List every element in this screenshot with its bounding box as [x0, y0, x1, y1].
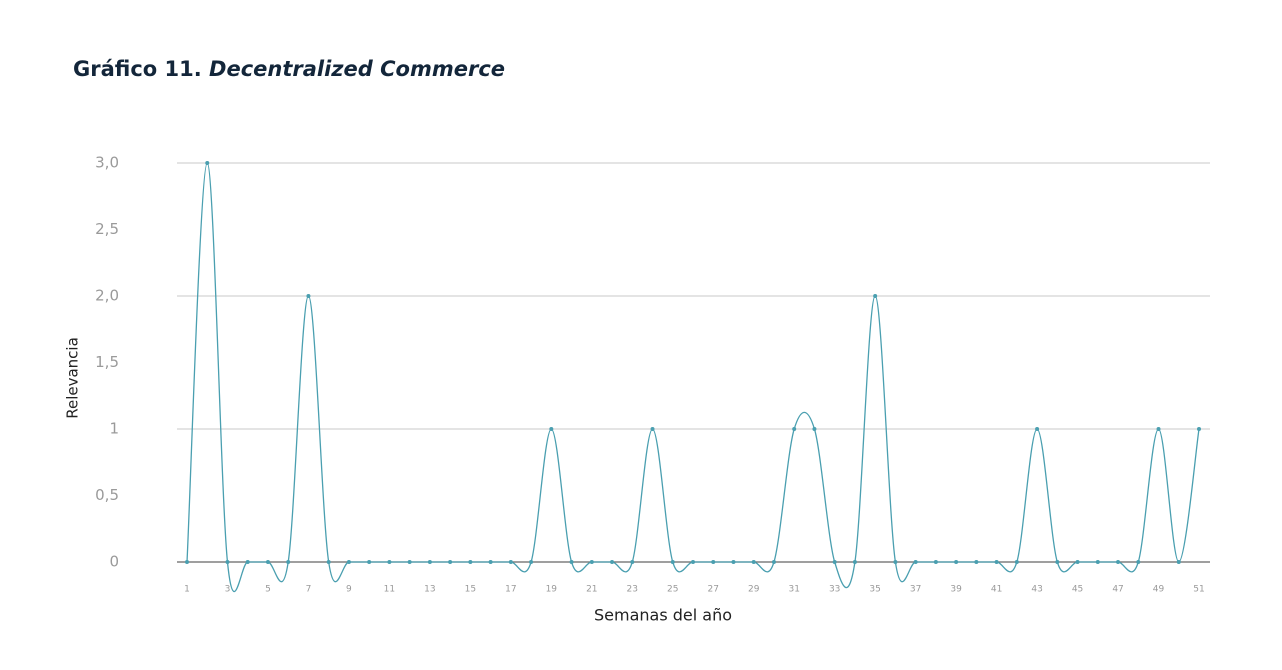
data-point [670, 560, 675, 564]
data-point [731, 560, 736, 564]
y-tick-label: 1,5 [95, 353, 119, 371]
data-point [893, 560, 898, 564]
x-tick-label: 43 [1031, 585, 1042, 595]
y-tick-label: 2,5 [95, 220, 119, 238]
data-point [468, 560, 473, 564]
data-point [407, 560, 412, 564]
data-point [994, 560, 999, 564]
x-tick-label: 35 [869, 585, 880, 595]
data-point [1035, 427, 1040, 431]
data-point [1075, 560, 1080, 564]
x-tick-label: 7 [306, 585, 312, 595]
x-tick-label: 17 [505, 585, 516, 595]
y-tick-label: 2,0 [95, 287, 119, 305]
data-point [286, 560, 291, 564]
x-tick-label: 33 [829, 585, 840, 595]
data-point [1197, 427, 1201, 431]
data-point [529, 560, 534, 564]
x-tick-label: 19 [546, 585, 558, 595]
data-point [326, 560, 331, 564]
data-point [1116, 560, 1121, 564]
x-tick-label: 13 [424, 585, 435, 595]
x-tick-label: 1 [184, 585, 190, 595]
data-point [245, 560, 250, 564]
data-point [589, 560, 594, 564]
data-point [265, 560, 270, 564]
data-point [346, 560, 351, 564]
x-tick-label: 47 [1112, 585, 1123, 595]
data-point [488, 560, 493, 564]
data-point [812, 427, 817, 431]
data-point [771, 560, 776, 564]
data-point [873, 294, 878, 298]
data-point [954, 560, 959, 564]
data-point [549, 427, 554, 431]
data-point [650, 427, 655, 431]
data-point [711, 560, 716, 564]
chart-title: Gráfico 11. Decentralized Commerce [73, 57, 505, 81]
x-tick-label: 5 [265, 585, 271, 595]
data-point [1136, 560, 1141, 564]
data-point [913, 560, 918, 564]
data-point [1095, 560, 1100, 564]
x-tick-label: 23 [627, 585, 638, 595]
data-point [691, 560, 695, 564]
data-point [569, 560, 574, 564]
data-point [225, 560, 230, 564]
data-point [448, 560, 453, 564]
data-point [185, 560, 189, 564]
x-tick-label: 3 [225, 585, 231, 595]
data-point [367, 560, 372, 564]
data-point [306, 294, 311, 298]
x-axis-title: Semanas del año [594, 606, 732, 625]
x-tick-label: 21 [586, 585, 597, 595]
y-axis-title: Relevancia [64, 337, 82, 419]
data-point [792, 427, 797, 431]
y-tick-label: 3,0 [95, 154, 119, 172]
data-point [832, 560, 837, 564]
x-tick-label: 51 [1193, 585, 1204, 595]
x-tick-label: 49 [1153, 585, 1165, 595]
data-point [205, 161, 210, 165]
title-number: Gráfico 11. [73, 57, 202, 81]
data-point [974, 560, 979, 564]
data-point [1055, 560, 1060, 564]
data-point [630, 560, 635, 564]
x-tick-label: 11 [384, 585, 395, 595]
x-tick-label: 39 [950, 585, 962, 595]
data-point [427, 560, 432, 564]
data-point [508, 560, 513, 564]
x-tick-label: 25 [667, 585, 678, 595]
x-tick-label: 9 [346, 585, 352, 595]
data-point [610, 560, 615, 564]
x-tick-label: 45 [1072, 585, 1083, 595]
data-point [852, 560, 857, 564]
data-line [186, 162, 1200, 593]
x-tick-label: 15 [465, 585, 476, 595]
y-tick-label: 0 [109, 553, 119, 571]
x-tick-label: 27 [708, 585, 719, 595]
x-tick-label: 29 [748, 585, 760, 595]
x-tick-label: 31 [788, 585, 799, 595]
data-point [1156, 427, 1161, 431]
data-point [387, 560, 392, 564]
y-tick-label: 0,5 [95, 486, 119, 504]
y-tick-label: 1 [109, 420, 119, 438]
data-point [933, 560, 938, 564]
x-tick-label: 37 [910, 585, 921, 595]
title-text: Decentralized Commerce [209, 57, 505, 81]
x-tick-label: 41 [991, 585, 1002, 595]
data-point [751, 560, 756, 564]
data-point [1014, 560, 1019, 564]
data-point [1176, 560, 1181, 564]
